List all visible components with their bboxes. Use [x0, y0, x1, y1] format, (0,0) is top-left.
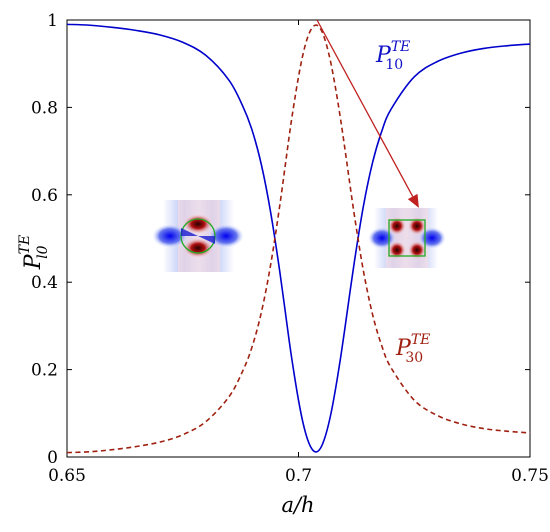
inset-scatterer-outline [388, 219, 426, 257]
inset-red-lobe [408, 217, 426, 235]
x-tick-label: 0.65 [48, 466, 86, 486]
x-ticks: 0.65 0.7 0.75 [48, 20, 549, 486]
y-tick-label: 1 [47, 11, 58, 31]
series-line-p30 [66, 24, 531, 454]
y-tick-label: 0.2 [31, 361, 58, 381]
inset-red-lobe [408, 241, 426, 259]
inset-red-lobe [388, 241, 406, 259]
y-axis-label: PTE l0 [17, 235, 51, 270]
series-line-p10 [66, 23, 531, 453]
series-label-p30: PTE 30 [395, 332, 430, 366]
inset-red-lobe [183, 214, 213, 234]
series-label-p10: PTE 10 [375, 39, 410, 73]
inset-blue-wedge [181, 228, 215, 244]
y-tick-label: 0.6 [31, 186, 58, 206]
y-tick-label: 0.8 [31, 98, 58, 118]
plot-frame [66, 19, 531, 458]
y-tick-label: 0 [47, 448, 58, 468]
field-map-inset-left [152, 200, 244, 272]
axes-frame [66, 19, 531, 458]
series-layer [66, 23, 531, 454]
x-tick-label: 0.75 [511, 466, 549, 486]
x-axis-label: a/h [281, 493, 314, 517]
y-ticks: 0 0.2 0.4 0.6 0.8 1 [31, 11, 530, 468]
arrow-shaft [316, 19, 414, 197]
y-tick-label: 0.4 [31, 273, 58, 293]
inset-red-lobe [183, 238, 213, 258]
x-tick-label: 0.7 [285, 466, 312, 486]
arrow-head [407, 193, 419, 208]
inset-red-lobe [388, 217, 406, 235]
inset-blue-lobe [208, 224, 244, 248]
inset-blue-lobe [152, 224, 188, 248]
annotation-arrow [316, 19, 419, 208]
field-map-inset-right [368, 208, 446, 268]
